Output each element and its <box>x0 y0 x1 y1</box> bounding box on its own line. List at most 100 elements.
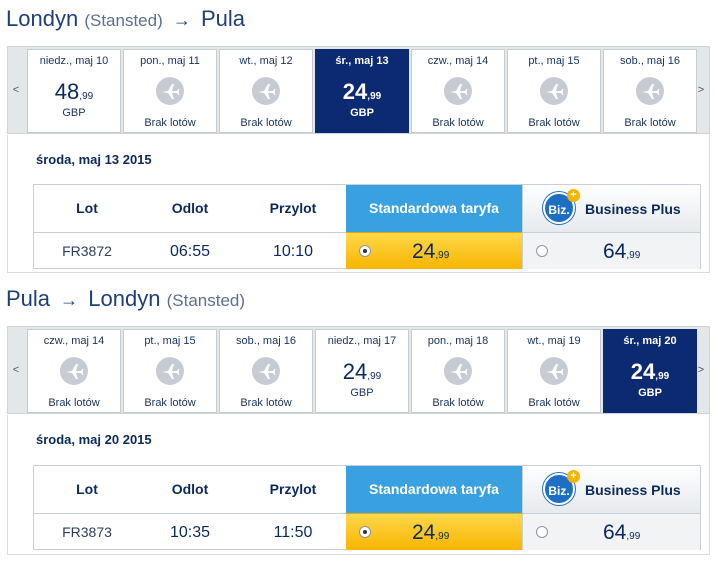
currency-label: GBP <box>638 387 662 399</box>
date-card-price: 24,99 <box>342 359 382 384</box>
airplane-icon <box>444 77 472 105</box>
date-card[interactable]: pt., maj 15 Brak lotów <box>123 329 217 413</box>
date-card[interactable]: śr., maj 13 24,99 GBP <box>315 49 409 133</box>
route-arrow-icon: → <box>60 290 79 310</box>
date-card-price: 24,99 <box>342 79 382 104</box>
business-plus-radio[interactable] <box>536 245 548 257</box>
departure-time: 10:35 <box>140 513 240 550</box>
date-card[interactable]: sob., maj 16 Brak lotów <box>603 49 697 133</box>
next-dates-button[interactable]: > <box>697 364 705 376</box>
date-card-price: 48,99 <box>54 79 94 104</box>
standard-fare-option[interactable]: 24,99 <box>346 232 522 269</box>
airplane-icon <box>540 357 568 385</box>
prev-dates-button[interactable]: < <box>12 84 20 96</box>
no-flights-label: Brak lotów <box>432 117 484 129</box>
date-card[interactable]: wt., maj 19 Brak lotów <box>507 329 601 413</box>
standard-fare-price: 24,99 <box>412 521 450 544</box>
no-flights-label: Brak lotów <box>528 117 580 129</box>
return-route-title: Pula → Londyn (Stansted) <box>6 286 245 318</box>
outbound-date-strip: < > niedz., maj 10 48,99 GBP pon., maj 11 Br… <box>7 46 710 134</box>
no-flights-label: Brak lotów <box>48 397 100 409</box>
date-card-label: śr., maj 13 <box>335 55 389 67</box>
date-card-label: pon., maj 11 <box>140 55 200 67</box>
date-card[interactable]: wt., maj 12 Brak lotów <box>219 49 313 133</box>
date-card-label: czw., maj 14 <box>43 335 105 347</box>
outbound-fare-table: Lot Odlot Przylot Standardowa taryfa Biz… <box>33 184 701 269</box>
date-card-label: pon., maj 18 <box>427 335 489 347</box>
route-origin: Londyn <box>6 6 79 31</box>
airplane-icon <box>444 357 472 385</box>
standard-fare-header: Standardowa taryfa <box>346 185 522 232</box>
date-card-label: śr., maj 20 <box>623 335 677 347</box>
prev-dates-button[interactable]: < <box>12 364 20 376</box>
business-plus-label: Business Plus <box>585 482 681 498</box>
airplane-icon <box>252 77 280 105</box>
route-origin-airport: (Stansted) <box>84 11 163 30</box>
biz-plus-icon: + <box>567 470 580 483</box>
date-card-label: wt., maj 19 <box>527 335 581 347</box>
route-destination: Londyn <box>88 286 161 311</box>
route-arrow-icon: → <box>172 10 191 30</box>
no-flights-label: Brak lotów <box>144 117 196 129</box>
next-dates-button[interactable]: > <box>697 84 705 96</box>
biz-logo-icon: Biz. <box>543 473 575 505</box>
standard-fare-radio[interactable] <box>359 526 371 538</box>
col-arrival-header: Przylot <box>269 481 317 497</box>
outbound-date-heading: środa, maj 13 2015 <box>36 152 152 167</box>
date-card[interactable]: pon., maj 11 Brak lotów <box>123 49 217 133</box>
date-card-label: niedz., maj 10 <box>39 55 109 67</box>
outbound-route-title: Londyn (Stansted) → Pula <box>6 6 245 38</box>
route-destination-airport: (Stansted) <box>166 291 246 310</box>
date-card[interactable]: pt., maj 15 Brak lotów <box>507 49 601 133</box>
business-plus-header: Biz. + Business Plus <box>522 185 700 232</box>
date-card-label: sob., maj 16 <box>236 335 296 347</box>
airplane-icon <box>540 77 568 105</box>
standard-fare-radio[interactable] <box>359 245 371 257</box>
date-card[interactable]: pon., maj 18 Brak lotów <box>411 329 505 413</box>
airplane-icon <box>156 357 184 385</box>
flight-number: FR3873 <box>34 513 140 550</box>
no-flights-label: Brak lotów <box>144 397 196 409</box>
date-card-label: pt., maj 15 <box>144 335 196 347</box>
return-date-heading: środa, maj 20 2015 <box>36 432 152 447</box>
return-date-strip: < > czw., maj 14 Brak lotów pt., maj 15 Bra… <box>7 326 710 414</box>
date-card[interactable]: sob., maj 16 Brak lotów <box>219 329 313 413</box>
arrival-time: 11:50 <box>240 513 346 550</box>
business-plus-radio[interactable] <box>536 526 548 538</box>
business-plus-option[interactable]: 64,99 <box>522 232 700 269</box>
date-card-label: niedz., maj 17 <box>327 335 397 347</box>
standard-fare-price: 24,99 <box>412 240 450 263</box>
biz-plus-icon: + <box>567 189 580 202</box>
date-card-label: wt., maj 12 <box>239 55 293 67</box>
business-plus-option[interactable]: 64,99 <box>522 513 700 550</box>
route-origin: Pula <box>6 286 51 311</box>
no-flights-label: Brak lotów <box>240 397 292 409</box>
col-departure-header: Odlot <box>171 200 209 216</box>
date-card[interactable]: niedz., maj 17 24,99 GBP <box>315 329 409 413</box>
currency-label: GBP <box>350 387 374 399</box>
airplane-icon <box>60 357 88 385</box>
no-flights-label: Brak lotów <box>432 397 484 409</box>
no-flights-label: Brak lotów <box>528 397 580 409</box>
col-departure-header: Odlot <box>171 481 209 497</box>
airplane-icon <box>636 77 664 105</box>
date-card-label: pt., maj 15 <box>528 55 580 67</box>
arrival-time: 10:10 <box>240 232 346 269</box>
business-plus-header: Biz. + Business Plus <box>522 466 700 513</box>
date-card[interactable]: niedz., maj 10 48,99 GBP <box>27 49 121 133</box>
standard-fare-option[interactable]: 24,99 <box>346 513 522 550</box>
col-arrival-header: Przylot <box>269 200 317 216</box>
date-card[interactable]: czw., maj 14 Brak lotów <box>411 49 505 133</box>
col-flight-header: Lot <box>76 481 98 497</box>
no-flights-label: Brak lotów <box>624 117 676 129</box>
business-plus-price: 64,99 <box>603 521 641 544</box>
outbound-flight-panel: środa, maj 13 2015 Lot Odlot Przylot Sta… <box>7 135 710 273</box>
date-card-price: 24,99 <box>630 359 670 384</box>
standard-fare-header: Standardowa taryfa <box>346 466 522 513</box>
col-flight-header: Lot <box>76 200 98 216</box>
date-card[interactable]: śr., maj 20 24,99 GBP <box>603 329 697 413</box>
business-plus-label: Business Plus <box>585 201 681 217</box>
departure-time: 06:55 <box>140 232 240 269</box>
date-card[interactable]: czw., maj 14 Brak lotów <box>27 329 121 413</box>
airplane-icon <box>252 357 280 385</box>
